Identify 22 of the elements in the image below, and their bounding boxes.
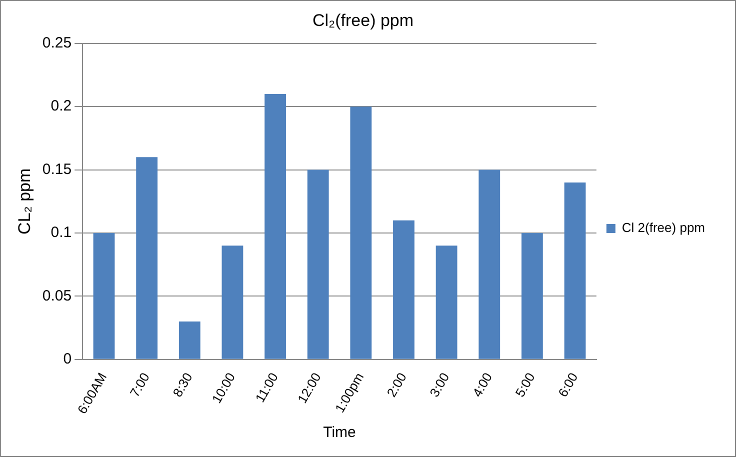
bar [350,106,372,359]
y-tick-label: 0 [63,350,72,368]
y-tick-label: 0.25 [42,34,72,52]
bar [178,321,200,359]
y-tick-label: 0.2 [50,98,72,115]
bar [307,170,329,359]
y-tick-label: 0.05 [42,287,72,304]
bar [521,233,543,359]
legend-label: Cl 2(free) ppm [622,220,705,236]
chart-title: Cl₂(free) ppm [312,10,414,30]
bar [222,246,244,359]
bar [564,182,586,359]
bar [393,220,414,359]
bar [93,233,115,359]
y-axis-title: CL₂ ppm [14,168,34,234]
bar [436,246,458,359]
y-tick-label: 0.1 [50,224,72,242]
bar [478,170,500,359]
bar [264,94,286,359]
x-axis-title: Time [323,424,356,442]
y-tick-label: 0.15 [42,160,72,178]
bar [136,157,158,359]
